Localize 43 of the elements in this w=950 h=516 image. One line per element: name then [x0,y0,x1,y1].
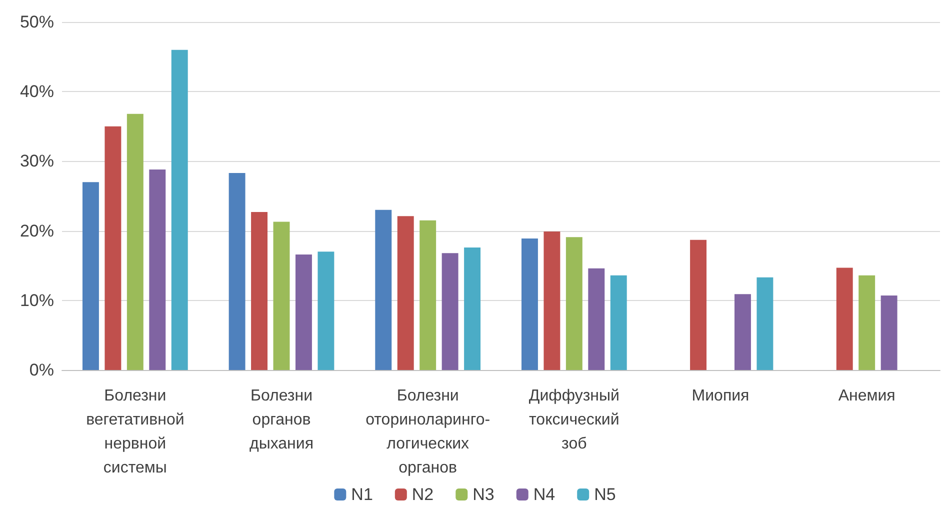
bar [464,248,481,370]
y-tick-label: 30% [20,152,54,171]
y-tick-label: 50% [20,12,54,32]
bar [544,231,560,370]
bar [397,216,414,370]
legend-label: N4 [533,485,556,504]
bar [836,268,853,370]
bar [375,210,392,370]
x-tick-label: Миопия [692,388,750,404]
bar [104,126,122,370]
bar [273,222,290,370]
bar [228,173,246,370]
legend-label: N5 [594,485,616,504]
bar [420,220,436,370]
legend-label: N2 [412,485,434,504]
bar [734,294,751,370]
x-tick-label: Болезни оториноларинго- логических органов [366,388,490,476]
bar [521,238,538,370]
y-tick-label: 10% [20,290,54,310]
bar [588,268,605,370]
bar [880,296,898,370]
bar [82,182,99,370]
bar [149,170,166,370]
bar [171,50,188,370]
bar [442,253,458,370]
y-tick-label: 0% [29,360,54,380]
bar [858,275,876,370]
x-tick-label: Анемия [838,388,896,404]
bar [318,252,334,370]
y-tick-label: 20% [20,221,54,240]
bar [251,212,268,370]
legend-label: N1 [351,485,373,504]
bar [756,277,774,370]
bar [295,254,312,370]
x-tick-label: Болезни органов дыхания [250,388,314,452]
bar [610,275,627,370]
bar [566,237,582,370]
legend-label: N3 [472,485,494,504]
bar [126,114,144,370]
x-tick-label: Болезни вегетативной нервной системы [86,388,184,476]
bar [690,240,707,370]
x-tick-label: Диффузный токсический зоб [528,388,620,452]
y-tick-label: 40% [20,82,54,102]
